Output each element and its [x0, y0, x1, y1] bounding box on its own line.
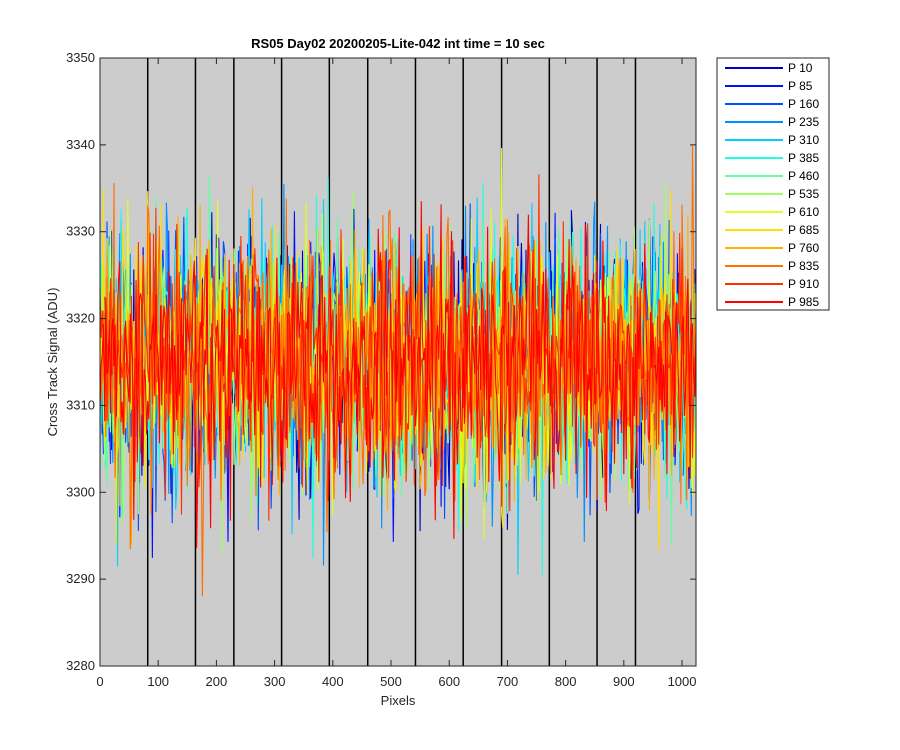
legend-label: P 760 — [788, 241, 819, 255]
legend-label: P 235 — [788, 115, 819, 129]
legend-label: P 535 — [788, 187, 819, 201]
x-tick-label: 1000 — [668, 674, 697, 689]
x-tick-label: 600 — [438, 674, 460, 689]
legend-label: P 160 — [788, 97, 819, 111]
x-tick-label: 800 — [555, 674, 577, 689]
y-tick-label: 3350 — [66, 50, 95, 65]
y-tick-label: 3300 — [66, 484, 95, 499]
x-tick-label: 200 — [206, 674, 228, 689]
x-tick-label: 400 — [322, 674, 344, 689]
legend-label: P 985 — [788, 295, 819, 309]
series-line-p985 — [99, 201, 697, 549]
x-tick-label: 100 — [147, 674, 169, 689]
legend-label: P 610 — [788, 205, 819, 219]
legend-label: P 10 — [788, 61, 813, 75]
legend-label: P 85 — [788, 79, 813, 93]
y-tick-label: 3310 — [66, 397, 95, 412]
legend: P 10 P 85 P 160 P 235 P 310 P 385 P 460 P 535 P … — [716, 57, 830, 311]
y-axis-label: Cross Track Signal (ADU) — [45, 288, 60, 437]
x-tick-label: 300 — [264, 674, 286, 689]
series-layer — [99, 145, 697, 597]
y-tick-label: 3280 — [66, 658, 95, 673]
x-axis-label: Pixels — [381, 693, 416, 708]
x-tick-label: 500 — [380, 674, 402, 689]
legend-label: P 310 — [788, 133, 819, 147]
x-axis-ticks: 0 100 200 300 400 500 600 700 800 900 1000 — [96, 58, 696, 689]
y-tick-label: 3290 — [66, 571, 95, 586]
x-tick-label: 0 — [96, 674, 103, 689]
legend-label: P 385 — [788, 151, 819, 165]
legend-box — [716, 57, 830, 311]
legend-label: P 460 — [788, 169, 819, 183]
y-tick-label: 3340 — [66, 137, 95, 152]
legend-label: P 835 — [788, 259, 819, 273]
plot-frame — [99, 57, 697, 667]
x-tick-label: 700 — [497, 674, 519, 689]
y-axis-ticks: 3280 3290 3300 3310 3320 3330 3340 3350 — [66, 50, 696, 673]
x-tick-label: 900 — [613, 674, 635, 689]
legend-label: P 685 — [788, 223, 819, 237]
chart-title: RS05 Day02 20200205-Lite-042 int time = … — [251, 36, 545, 51]
y-tick-label: 3330 — [66, 224, 95, 239]
legend-label: P 910 — [788, 277, 819, 291]
y-tick-label: 3320 — [66, 311, 95, 326]
